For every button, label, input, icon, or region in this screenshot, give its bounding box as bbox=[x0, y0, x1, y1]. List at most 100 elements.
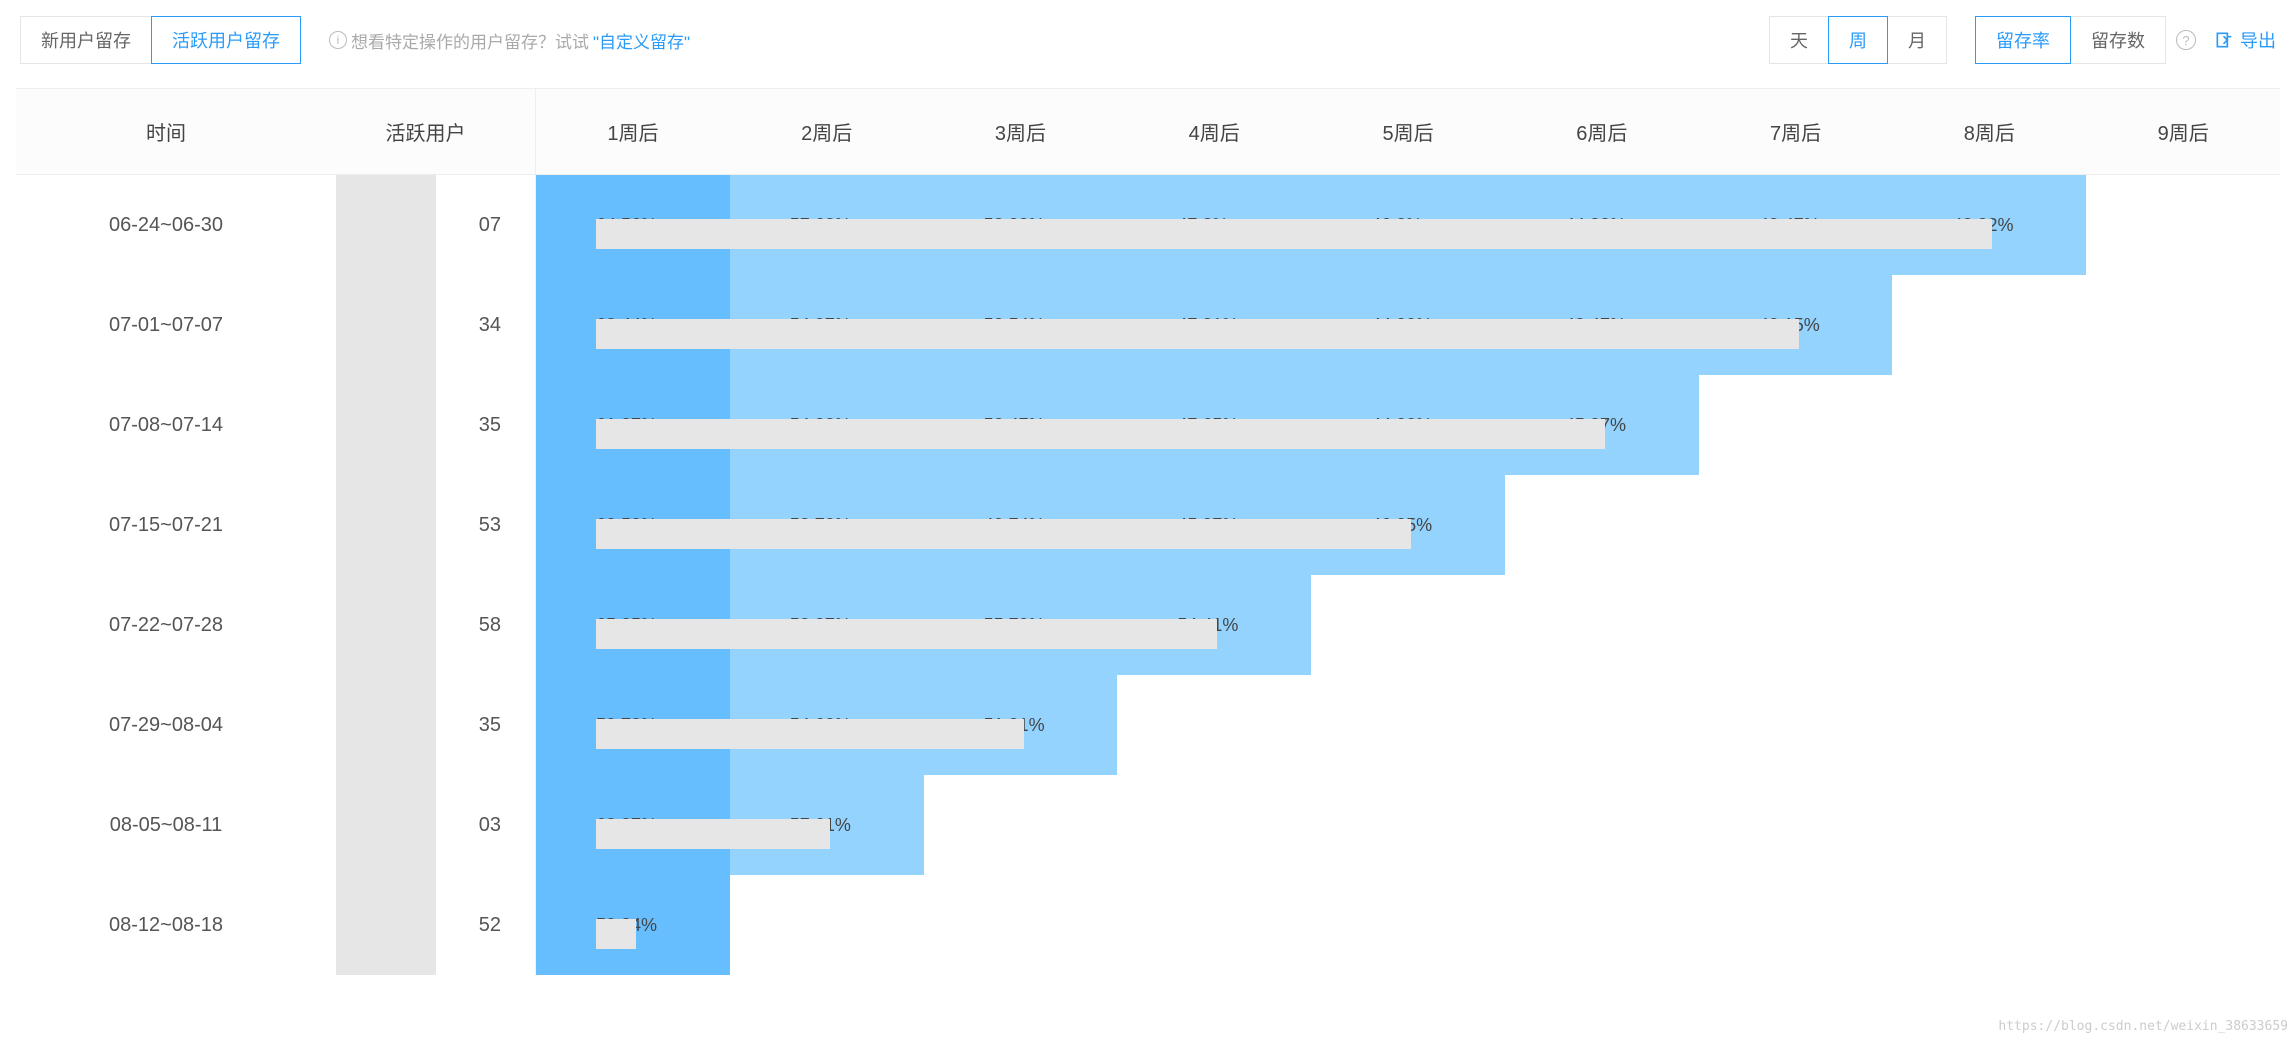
redaction-block bbox=[336, 875, 436, 975]
col-header-week6: 6周后 bbox=[1505, 89, 1699, 174]
table-row: 07-15~07-215360.50%53.70%49.74%45.97%46.… bbox=[16, 475, 2280, 575]
retention-cell bbox=[2086, 775, 2280, 875]
weeks-container: 63.44%54.97%50.54%47.31%44.89%43.47%42.1… bbox=[536, 275, 2280, 375]
col-header-time: 时间 bbox=[16, 89, 316, 174]
retention-cell bbox=[1505, 575, 1699, 675]
retention-cell bbox=[1117, 775, 1311, 875]
cell-active-users: 58 bbox=[316, 575, 536, 675]
cell-date: 07-22~07-28 bbox=[16, 575, 316, 675]
granularity-week[interactable]: 周 bbox=[1828, 16, 1888, 64]
retention-type-tabs: 新用户留存 活跃用户留存 bbox=[20, 16, 301, 64]
retention-cell bbox=[2086, 875, 2280, 975]
retention-cell bbox=[1117, 675, 1311, 775]
cell-active-users: 35 bbox=[316, 675, 536, 775]
retention-cell bbox=[924, 775, 1118, 875]
tab-new-user-retention[interactable]: 新用户留存 bbox=[20, 16, 152, 64]
retention-cell bbox=[1699, 475, 1893, 575]
cell-date: 08-12~08-18 bbox=[16, 875, 316, 975]
retention-cell bbox=[1699, 875, 1893, 975]
table-row: 08-12~08-185259.84% bbox=[16, 875, 2280, 975]
granularity-day[interactable]: 天 bbox=[1769, 16, 1829, 64]
custom-retention-hint: i 想看特定操作的用户留存？试试 "自定义留存" bbox=[329, 28, 690, 53]
retention-cell bbox=[1311, 675, 1505, 775]
retention-cell bbox=[1505, 875, 1699, 975]
redaction-block bbox=[336, 175, 436, 275]
cell-date: 07-08~07-14 bbox=[16, 375, 316, 475]
weeks-container: 64.56%57.68%53.08%47.2%46.2%44.33%43.47%… bbox=[536, 175, 2280, 275]
metric-rate[interactable]: 留存率 bbox=[1975, 16, 2071, 64]
cell-date: 07-15~07-21 bbox=[16, 475, 316, 575]
col-header-week9: 9周后 bbox=[2086, 89, 2280, 174]
weeks-container: 59.84% bbox=[536, 875, 2280, 975]
col-header-active-users: 活跃用户 bbox=[316, 89, 536, 174]
cell-active-users: 53 bbox=[316, 475, 536, 575]
retention-cell bbox=[1505, 775, 1699, 875]
weeks-container: 59.72%54.60%51.81% bbox=[536, 675, 2280, 775]
retention-cell bbox=[1699, 575, 1893, 675]
granularity-month[interactable]: 月 bbox=[1887, 16, 1947, 64]
retention-cell bbox=[924, 875, 1118, 975]
table-row: 07-08~07-143561.07%54.00%50.47%47.65%44.… bbox=[16, 375, 2280, 475]
cell-date: 06-24~06-30 bbox=[16, 175, 316, 275]
col-header-week8: 8周后 bbox=[1892, 89, 2086, 174]
redaction-block bbox=[336, 775, 436, 875]
redaction-bar bbox=[596, 319, 1799, 349]
cell-active-users: 35 bbox=[316, 375, 536, 475]
metric-tabs: 留存率 留存数 bbox=[1975, 16, 2166, 64]
col-header-week3: 3周后 bbox=[924, 89, 1118, 174]
custom-retention-link[interactable]: "自定义留存" bbox=[593, 28, 690, 53]
table-row: 08-05~08-110363.97%57.61% bbox=[16, 775, 2280, 875]
cell-date: 07-01~07-07 bbox=[16, 275, 316, 375]
table-row: 07-22~07-285865.05%58.07%55.70%54.41% bbox=[16, 575, 2280, 675]
cell-active-users: 07 bbox=[316, 175, 536, 275]
retention-cell bbox=[1117, 875, 1311, 975]
retention-table: 时间 活跃用户 1周后 2周后 3周后 4周后 5周后 6周后 7周后 8周后 … bbox=[16, 88, 2280, 975]
metric-count[interactable]: 留存数 bbox=[2070, 16, 2166, 64]
redaction-block bbox=[336, 675, 436, 775]
cell-date: 08-05~08-11 bbox=[16, 775, 316, 875]
retention-cell bbox=[1892, 575, 2086, 675]
retention-cell bbox=[2086, 575, 2280, 675]
redaction-bar bbox=[596, 619, 1217, 649]
help-icon[interactable]: ? bbox=[2176, 30, 2196, 50]
redaction-block bbox=[336, 375, 436, 475]
col-header-week7: 7周后 bbox=[1699, 89, 1893, 174]
retention-cell bbox=[1892, 875, 2086, 975]
retention-cell bbox=[1892, 275, 2086, 375]
cell-date: 07-29~08-04 bbox=[16, 675, 316, 775]
granularity-tabs: 天 周 月 bbox=[1769, 16, 1947, 64]
table-row: 06-24~06-300764.56%57.68%53.08%47.2%46.2… bbox=[16, 175, 2280, 275]
col-header-week2: 2周后 bbox=[730, 89, 924, 174]
cell-active-users: 52 bbox=[316, 875, 536, 975]
retention-cell bbox=[1699, 375, 1893, 475]
retention-cell bbox=[1892, 675, 2086, 775]
retention-cell bbox=[1892, 775, 2086, 875]
cell-active-users: 03 bbox=[316, 775, 536, 875]
tab-active-user-retention[interactable]: 活跃用户留存 bbox=[151, 16, 301, 64]
cell-active-users: 34 bbox=[316, 275, 536, 375]
retention-cell bbox=[2086, 275, 2280, 375]
table-row: 07-29~08-043559.72%54.60%51.81% bbox=[16, 675, 2280, 775]
weeks-container: 65.05%58.07%55.70%54.41% bbox=[536, 575, 2280, 675]
retention-cell bbox=[2086, 375, 2280, 475]
retention-cell bbox=[1892, 375, 2086, 475]
redaction-block bbox=[336, 475, 436, 575]
retention-cell bbox=[1311, 775, 1505, 875]
col-header-week5: 5周后 bbox=[1311, 89, 1505, 174]
retention-cell bbox=[2086, 675, 2280, 775]
table-header-row: 时间 活跃用户 1周后 2周后 3周后 4周后 5周后 6周后 7周后 8周后 … bbox=[16, 88, 2280, 175]
redaction-bar bbox=[596, 519, 1411, 549]
controls-row: 新用户留存 活跃用户留存 i 想看特定操作的用户留存？试试 "自定义留存" 天 … bbox=[16, 8, 2280, 88]
export-icon bbox=[2214, 30, 2234, 50]
redaction-block bbox=[336, 575, 436, 675]
info-icon: i bbox=[329, 31, 347, 49]
export-button[interactable]: 导出 bbox=[2214, 27, 2276, 53]
retention-cell bbox=[2086, 475, 2280, 575]
weeks-container: 60.50%53.70%49.74%45.97%46.05% bbox=[536, 475, 2280, 575]
retention-cell bbox=[1311, 875, 1505, 975]
redaction-bar bbox=[596, 919, 636, 949]
col-header-week4: 4周后 bbox=[1117, 89, 1311, 174]
redaction-bar bbox=[596, 819, 830, 849]
retention-cell bbox=[1699, 675, 1893, 775]
col-header-week1: 1周后 bbox=[536, 89, 730, 174]
